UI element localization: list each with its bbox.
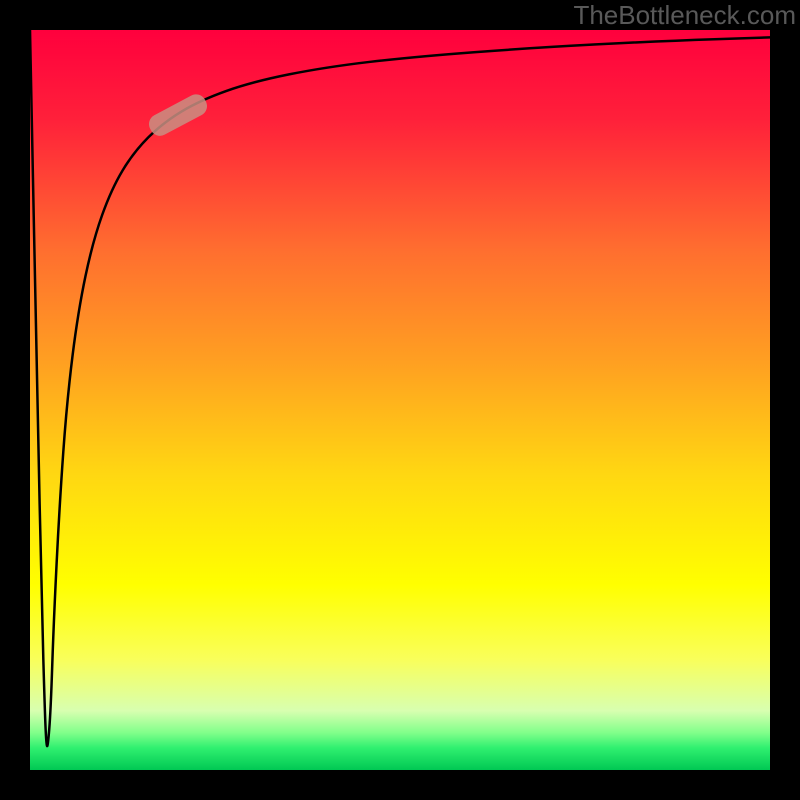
watermark-text: TheBottleneck.com xyxy=(573,0,796,31)
curve-layer xyxy=(30,30,770,770)
plot-area xyxy=(30,30,770,770)
highlight-marker xyxy=(145,91,210,140)
bottleneck-curve xyxy=(30,30,770,746)
chart-frame: TheBottleneck.com xyxy=(0,0,800,800)
